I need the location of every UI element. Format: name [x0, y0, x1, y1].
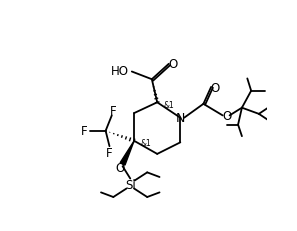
- Text: &1: &1: [140, 138, 151, 147]
- Text: O: O: [210, 82, 219, 95]
- Text: HO: HO: [111, 65, 129, 78]
- Text: Si: Si: [125, 178, 136, 191]
- Text: O: O: [168, 58, 177, 71]
- Text: F: F: [81, 125, 87, 138]
- Polygon shape: [120, 141, 134, 165]
- Text: F: F: [106, 146, 113, 159]
- Text: N: N: [176, 112, 185, 125]
- Text: O: O: [116, 161, 125, 174]
- Text: O: O: [222, 109, 231, 122]
- Text: &1: &1: [163, 101, 174, 110]
- Text: F: F: [110, 105, 117, 118]
